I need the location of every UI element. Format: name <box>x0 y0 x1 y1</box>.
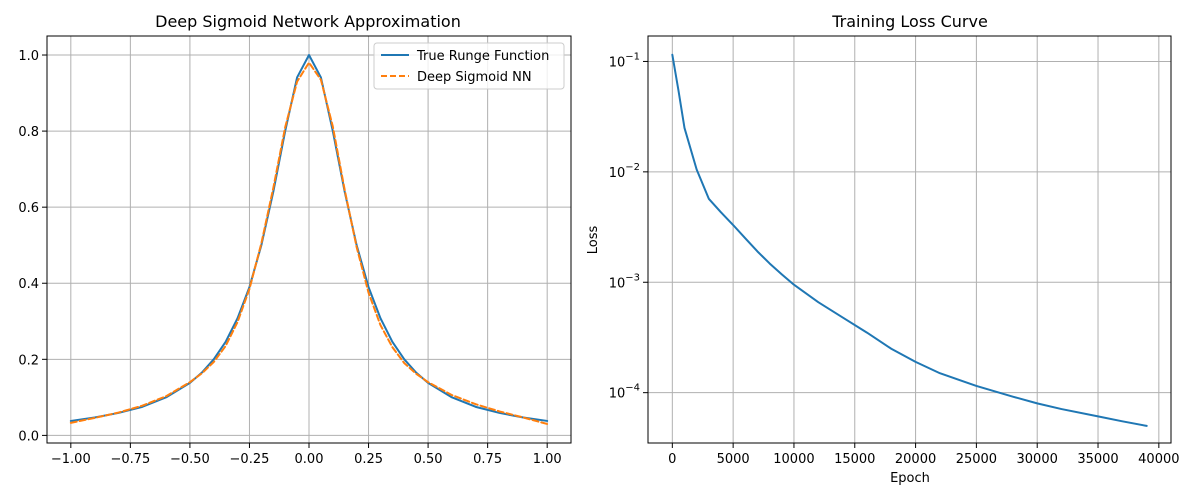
x-tick-label: 40000 <box>1138 452 1179 467</box>
legend-label-true-runge: True Runge Function <box>416 49 549 64</box>
x-tick-label: 10000 <box>773 452 814 467</box>
x-tick-label: 5000 <box>717 452 750 467</box>
y-tick-label: 0.6 <box>18 201 39 216</box>
y-tick-label: 0.0 <box>18 429 39 444</box>
y-tick-label: 10−3 <box>609 272 640 291</box>
series-line-1 <box>69 61 549 425</box>
y-tick-label: 10−2 <box>609 162 640 181</box>
x-tick-label: 0.00 <box>295 452 324 467</box>
y-tick-label: 0.8 <box>18 125 39 140</box>
loss-chart-xlabel: Epoch <box>890 471 930 486</box>
x-tick-label: −0.50 <box>170 452 210 467</box>
y-tick-label: 0.4 <box>18 277 39 292</box>
x-tick-label: 0.50 <box>414 452 443 467</box>
x-tick-label: 0 <box>668 452 676 467</box>
x-tick-label: 0.25 <box>354 452 383 467</box>
loss-chart-ylabel: Loss <box>586 226 601 255</box>
x-tick-label: 1.00 <box>533 452 562 467</box>
approximation-legend: True Runge Function Deep Sigmoid NN <box>373 42 565 90</box>
y-tick-label: 0.2 <box>18 353 39 368</box>
x-tick-label: 35000 <box>1077 452 1118 467</box>
loss-chart-title: Training Loss Curve <box>831 12 988 31</box>
x-tick-label: 25000 <box>956 452 997 467</box>
y-tick-label: 1.0 <box>18 49 39 64</box>
approximation-chart-title: Deep Sigmoid Network Approximation <box>155 12 461 31</box>
approximation-chart: Deep Sigmoid Network Approximation −1.00… <box>18 12 572 467</box>
series-line-0 <box>671 53 1148 427</box>
loss-chart-frame <box>647 35 1172 444</box>
x-tick-label: 30000 <box>1017 452 1058 467</box>
y-tick-label: 10−4 <box>609 383 640 402</box>
loss-chart: Training Loss Curve 0 5000 10000 15000 20000… <box>586 12 1180 486</box>
x-tick-label: 15000 <box>834 452 875 467</box>
legend-box <box>373 42 565 90</box>
x-tick-label: −1.00 <box>51 452 91 467</box>
x-tick-label: 20000 <box>895 452 936 467</box>
x-tick-label: −0.25 <box>230 452 270 467</box>
y-tick-label: 10−1 <box>609 51 640 70</box>
legend-label-deep-sigmoid: Deep Sigmoid NN <box>417 70 532 85</box>
approximation-chart-frame <box>46 35 572 444</box>
x-tick-label: 0.75 <box>473 452 502 467</box>
x-tick-label: −0.75 <box>110 452 150 467</box>
